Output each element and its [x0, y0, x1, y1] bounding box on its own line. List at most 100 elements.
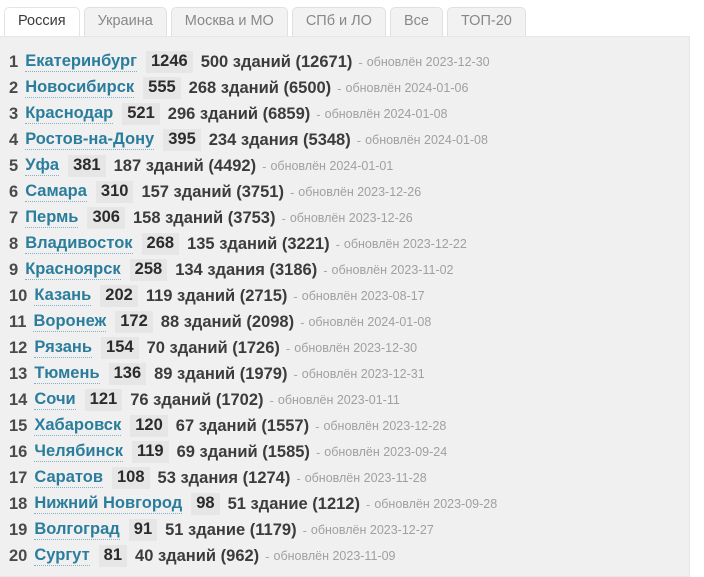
- separator: -: [293, 366, 298, 382]
- buildings-text: 51 здание (1212): [227, 494, 360, 513]
- city-link[interactable]: Красноярск: [25, 260, 121, 280]
- city-link[interactable]: Ростов-на-Дону: [25, 130, 155, 150]
- list-item: 18 Нижний Новгород 98 51 здание (1212) - обно…: [0, 491, 689, 517]
- separator: -: [300, 314, 305, 330]
- updated-text: обновлён 2024-01-08: [324, 107, 448, 121]
- buildings-text: 76 зданий (1702): [130, 390, 264, 409]
- list-item: 2 Новосибирск 555 268 зданий (6500) - обновлё…: [0, 75, 689, 101]
- tab-4[interactable]: СПб и ЛО: [291, 7, 386, 36]
- list-item: 17 Саратов 108 53 здания (1274) - обновлён 20…: [0, 465, 689, 491]
- count-badge: 202: [100, 285, 138, 307]
- tab-1[interactable]: Россия: [4, 7, 80, 36]
- city-link[interactable]: Нижний Новгород: [34, 494, 183, 514]
- separator: -: [285, 340, 291, 356]
- separator: -: [335, 236, 340, 252]
- separator: -: [289, 184, 295, 200]
- buildings-text: 500 зданий (12671): [200, 52, 353, 71]
- separator: -: [323, 262, 328, 278]
- tab-3[interactable]: Москва и МО: [170, 7, 288, 36]
- city-link[interactable]: Челябинск: [34, 442, 123, 462]
- count-badge: 555: [143, 77, 181, 99]
- rank-number: 18: [9, 494, 28, 513]
- rank-number: 5: [9, 156, 19, 175]
- separator: -: [315, 444, 321, 460]
- city-link[interactable]: Владивосток: [25, 234, 133, 254]
- count-badge: 306: [87, 207, 125, 229]
- city-link[interactable]: Пермь: [25, 208, 79, 228]
- buildings-text: 119 зданий (2715): [145, 286, 288, 305]
- buildings-text: 134 здания (3186): [175, 260, 318, 279]
- separator: -: [281, 210, 286, 226]
- buildings-text: 268 зданий (6500): [188, 78, 332, 97]
- rank-number: 8: [9, 234, 19, 253]
- city-link[interactable]: Волгоград: [34, 520, 120, 540]
- buildings-text: 53 здания (1274): [157, 468, 291, 487]
- city-link[interactable]: Саратов: [34, 468, 103, 488]
- rank-number: 14: [9, 390, 28, 409]
- buildings-text: 67 зданий (1557): [175, 416, 310, 435]
- rank-number: 1: [9, 52, 19, 71]
- buildings-text: 234 здания (5348): [208, 130, 351, 149]
- rank-number: 16: [9, 442, 28, 461]
- updated-text: обновлён 2024-01-01: [270, 159, 394, 173]
- separator: -: [316, 106, 321, 122]
- rank-number: 15: [9, 416, 28, 435]
- buildings-text: 187 зданий (4492): [113, 156, 257, 175]
- updated-text: обновлён 2023-12-22: [343, 237, 467, 251]
- city-link[interactable]: Воронеж: [33, 312, 107, 332]
- list-item: 4 Ростов-на-Дону 395 234 здания (5348) - обно…: [0, 127, 689, 153]
- list-item: 6 Самара 310 157 зданий (3751) - обновлён 202…: [0, 179, 689, 205]
- count-badge: 154: [101, 337, 139, 359]
- rank-number: 9: [9, 260, 19, 279]
- tab-5[interactable]: Все: [389, 7, 443, 36]
- rank-number: 6: [9, 182, 19, 201]
- separator: -: [315, 418, 320, 434]
- rank-number: 4: [9, 130, 19, 149]
- count-badge: 1246: [145, 51, 193, 73]
- list-item: 9 Красноярск 258 134 здания (3186) - обновлён…: [0, 257, 689, 283]
- updated-text: обновлён 2024-01-08: [308, 315, 432, 329]
- count-badge: 119: [131, 441, 169, 463]
- tab-bar: Россия Украина Москва и МО СПб и ЛО Все ТОП-2…: [0, 0, 704, 36]
- list-item: 10 Казань 202 119 зданий (2715) - обновлён 20…: [0, 283, 689, 309]
- updated-text: обновлён 2023-12-27: [310, 523, 434, 537]
- rank-number: 7: [9, 208, 19, 227]
- city-link[interactable]: Сочи: [34, 390, 76, 410]
- city-link[interactable]: Самара: [25, 182, 87, 202]
- updated-text: обновлён 2023-11-09: [273, 549, 396, 563]
- updated-text: обновлён 2023-12-26: [289, 211, 413, 225]
- separator: -: [365, 496, 371, 512]
- rank-number: 12: [9, 338, 28, 357]
- city-link[interactable]: Рязань: [34, 338, 93, 358]
- updated-text: обновлён 2023-11-28: [304, 471, 427, 485]
- tab-2[interactable]: Украина: [83, 7, 167, 36]
- updated-text: обновлён 2023-01-11: [277, 393, 400, 407]
- rank-number: 19: [9, 520, 28, 539]
- count-badge: 120: [130, 415, 168, 437]
- city-link[interactable]: Хабаровск: [34, 416, 122, 436]
- rank-number: 13: [9, 364, 28, 383]
- list-item: 15 Хабаровск 120 67 зданий (1557) - обновлён …: [0, 413, 689, 439]
- separator: -: [356, 132, 362, 148]
- updated-text: обновлён 2023-12-30: [366, 55, 490, 69]
- city-link[interactable]: Сургут: [34, 546, 90, 566]
- buildings-text: 135 зданий (3221): [187, 234, 330, 253]
- city-link[interactable]: Новосибирск: [25, 78, 135, 98]
- count-badge: 258: [129, 259, 168, 281]
- city-link[interactable]: Уфа: [25, 156, 60, 176]
- updated-text: обновлён 2024-01-08: [365, 133, 488, 147]
- city-link[interactable]: Краснодар: [25, 104, 114, 124]
- updated-text: обновлён 2023-12-28: [323, 419, 447, 433]
- city-link[interactable]: Екатеринбург: [25, 52, 137, 72]
- city-link[interactable]: Казань: [34, 286, 92, 306]
- tab-6[interactable]: ТОП-20: [446, 7, 526, 36]
- updated-text: обновлён 2023-12-26: [298, 185, 422, 199]
- count-badge: 172: [115, 311, 153, 333]
- separator: -: [262, 158, 267, 174]
- updated-text: обновлён 2024-01-06: [345, 81, 469, 95]
- rank-number: 2: [9, 78, 19, 97]
- rank-number: 17: [9, 468, 28, 487]
- rank-number: 3: [9, 104, 19, 123]
- list-item: 12 Рязань 154 70 зданий (1726) - обновлён 202…: [0, 335, 689, 361]
- city-link[interactable]: Тюмень: [34, 364, 100, 384]
